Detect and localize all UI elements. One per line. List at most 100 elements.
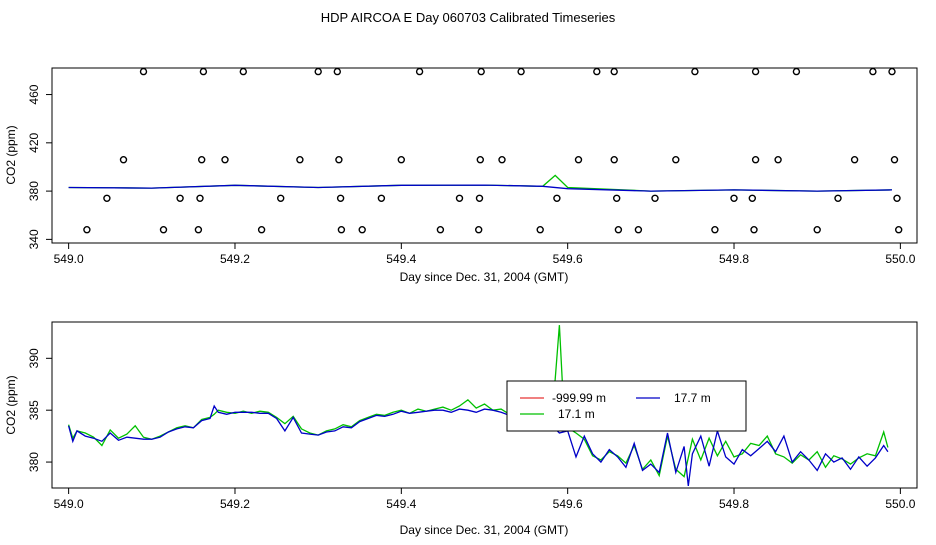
data-point (335, 155, 343, 164)
data-point (139, 67, 148, 76)
panel-top-xlabel: Day since Dec. 31, 2004 (GMT) (400, 270, 569, 284)
data-point (475, 194, 484, 203)
series-line-blue (68, 184, 893, 192)
data-point (536, 225, 544, 234)
data-point (691, 67, 699, 76)
data-point (610, 67, 618, 76)
panel-bottom-ylabel: CO2 (ppm) (4, 375, 18, 434)
data-point (574, 155, 583, 164)
panel-bottom-frame (51, 321, 918, 489)
data-point (176, 194, 184, 203)
data-point (895, 225, 903, 234)
x-tick-label: 549.2 (220, 252, 250, 266)
data-point (194, 225, 203, 234)
data-point (415, 67, 424, 76)
data-point (314, 67, 322, 76)
panel-top: 549.0 549.2 549.4 549.6 549.8 550.0 340 380 420 4… (4, 67, 918, 284)
data-point (614, 225, 623, 234)
legend-label-red: -999.99 m (552, 391, 606, 405)
data-point (296, 155, 304, 164)
chart-title: HDP AIRCOA E Day 060703 Calibrated Times… (321, 10, 616, 25)
panel-bottom: 549.0 549.2 549.4 549.6 549.8 550.0380385390 … (4, 321, 918, 537)
data-point (257, 225, 266, 234)
data-point (221, 155, 229, 164)
data-point (610, 155, 618, 164)
data-point (890, 155, 899, 164)
data-point (730, 194, 738, 203)
data-point (277, 194, 285, 203)
data-point (711, 225, 719, 234)
x-tick-label: 549.6 (553, 252, 583, 266)
x-tick-label: 549.6 (553, 497, 583, 511)
data-point (199, 67, 208, 76)
data-point (751, 67, 760, 76)
y-tick-label: 390 (27, 348, 41, 368)
data-point (750, 225, 758, 234)
data-point (553, 194, 561, 203)
x-tick-label: 549.0 (54, 497, 84, 511)
legend-label-green: 17.1 m (558, 407, 595, 421)
data-point (119, 155, 128, 164)
data-point (103, 194, 111, 203)
y-tick-label: 420 (27, 132, 41, 152)
y-tick-label: 340 (27, 229, 41, 249)
x-tick-label: 550.0 (885, 497, 915, 511)
legend: -999.99 m 17.7 m 17.1 m (506, 380, 747, 432)
data-point (436, 225, 445, 234)
y-tick-label: 460 (27, 84, 41, 104)
data-point (813, 225, 821, 234)
x-tick-label: 549.2 (220, 497, 250, 511)
data-point (83, 225, 91, 234)
panel-bottom-marks: 549.0 549.2 549.4 549.6 549.8 550.0 380 385 390 (27, 325, 916, 511)
series-line-green (68, 174, 893, 192)
data-point (748, 194, 756, 203)
data-point (517, 67, 525, 76)
x-tick-label: 549.8 (719, 252, 749, 266)
data-point (634, 225, 643, 234)
data-point (475, 225, 483, 234)
panel-bottom-xlabel: Day since Dec. 31, 2004 (GMT) (400, 523, 569, 537)
data-point (476, 155, 484, 164)
x-tick-label: 550.0 (885, 252, 915, 266)
series-line-blue (67, 404, 889, 486)
x-tick-label: 549.0 (54, 252, 84, 266)
data-point (477, 67, 485, 76)
data-point (337, 225, 346, 234)
panel-top-ylabel: CO2 (ppm) (4, 125, 18, 184)
data-point (672, 155, 680, 164)
y-tick-label: 380 (27, 181, 41, 201)
data-point (850, 155, 859, 164)
y-tick-label: 385 (27, 400, 41, 420)
data-point (455, 194, 464, 203)
data-point (869, 67, 877, 76)
data-point (333, 67, 341, 76)
data-point (593, 67, 601, 76)
legend-label-blue: 17.7 m (674, 391, 711, 405)
data-point (893, 194, 901, 203)
legend-box (506, 380, 747, 432)
data-point (774, 155, 782, 164)
data-point (159, 225, 168, 234)
data-point (196, 194, 204, 203)
data-point (197, 155, 206, 164)
x-tick-label: 549.4 (386, 252, 416, 266)
data-point (336, 194, 345, 203)
data-point (651, 194, 659, 203)
data-point (239, 67, 248, 76)
data-point (377, 194, 386, 203)
data-point (397, 155, 405, 164)
data-point (358, 225, 366, 234)
x-tick-label: 549.4 (386, 497, 416, 511)
data-point (834, 194, 842, 203)
y-tick-label: 380 (27, 452, 41, 472)
x-tick-label: 549.8 (719, 497, 749, 511)
data-point (792, 67, 801, 76)
panel-top-frame (51, 67, 918, 244)
data-point (613, 194, 621, 203)
data-point (888, 67, 896, 76)
series-line-green (67, 325, 889, 478)
data-point (498, 155, 506, 164)
panel-top-marks: 549.0 549.2 549.4 549.6 549.8 550.0 340 380 420 4… (27, 67, 916, 266)
